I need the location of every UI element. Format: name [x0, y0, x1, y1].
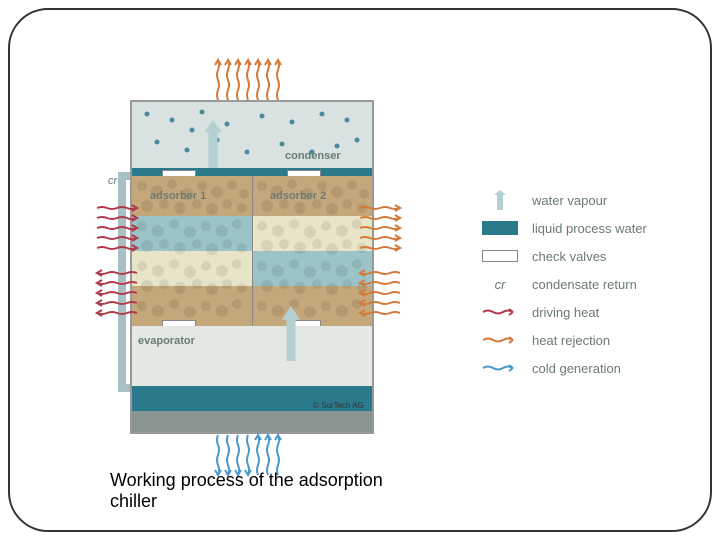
evaporator-label: evaporator — [138, 335, 195, 347]
legend-text-vapor: water vapour — [532, 193, 607, 208]
check-valve-icon — [480, 247, 520, 265]
legend-text-cold-gen: cold generation — [532, 361, 621, 376]
water-vapour-icon — [480, 191, 520, 209]
heat-rejection-in — [355, 265, 410, 325]
legend-row-heat-rejection: heat rejection — [480, 330, 680, 350]
heat-rejection-out — [355, 200, 410, 260]
cr-label: cr — [108, 175, 117, 187]
vapor-arrow-condenser — [204, 120, 222, 170]
liquid-water-icon — [480, 219, 520, 237]
adsorber2-label: adsorber 2 — [270, 190, 326, 202]
legend-row-vapor: water vapour — [480, 190, 680, 210]
vapor-arrow-evaporator — [282, 306, 300, 361]
cold-generation-icon — [480, 359, 520, 377]
legend-row-liquid: liquid process water — [480, 218, 680, 238]
legend-row-valve: check valves — [480, 246, 680, 266]
diagram-container: cr condenser adsorber 1 adsorber 2 evapo… — [110, 60, 390, 440]
legend-row-cr: cr condensate return — [480, 274, 680, 294]
cr-icon: cr — [480, 275, 520, 293]
heat-rejection-icon — [480, 331, 520, 349]
heat-rejection-top — [210, 55, 290, 105]
caption: Working process of the adsorption chille… — [110, 470, 410, 512]
legend-text-valve: check valves — [532, 249, 606, 264]
condenser-label: condenser — [285, 150, 341, 162]
legend-row-driving-heat: driving heat — [480, 302, 680, 322]
legend-text-cr: condensate return — [532, 277, 637, 292]
legend-text-driving-heat: driving heat — [532, 305, 599, 320]
legend-text-liquid: liquid process water — [532, 221, 647, 236]
legend: water vapour liquid process water check … — [480, 190, 680, 386]
adsorber1-label: adsorber 1 — [150, 190, 206, 202]
driving-heat-icon — [480, 303, 520, 321]
driving-heat-out — [92, 265, 147, 325]
driving-heat-in — [92, 200, 147, 260]
legend-text-heat-rejection: heat rejection — [532, 333, 610, 348]
adsorber-divider — [252, 176, 253, 326]
copyright-label: © SorTech AG — [313, 401, 364, 410]
evaporator-base — [132, 411, 372, 432]
legend-row-cold-gen: cold generation — [480, 358, 680, 378]
